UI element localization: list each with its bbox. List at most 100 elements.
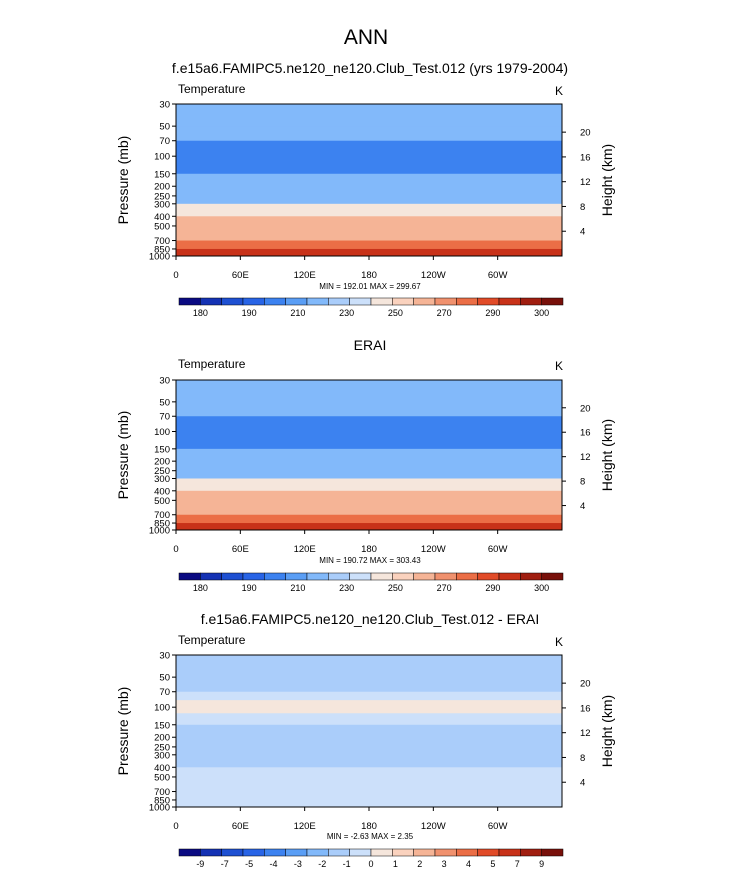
contour-band — [176, 470, 562, 479]
colorbar-label: 290 — [485, 583, 500, 593]
y-right-axis-title: Height (km) — [599, 695, 615, 767]
colorbar-swatch — [221, 572, 244, 581]
colorbar-swatch — [541, 572, 564, 581]
colorbar-swatch — [370, 572, 393, 581]
contour-band — [176, 140, 562, 175]
y-tick-label: 100 — [154, 703, 170, 714]
contour-band — [176, 514, 562, 524]
y-right-axis-title: Height (km) — [599, 144, 615, 216]
contour-band — [176, 173, 562, 187]
y-right-tick-label: 8 — [580, 477, 585, 488]
x-tick-label: 180 — [361, 544, 377, 555]
panel-title: f.e15a6.FAMIPC5.ne120_ne120.Club_Test.01… — [172, 60, 568, 76]
colorbar-swatch — [264, 572, 286, 581]
x-tick-label: 0 — [173, 270, 178, 281]
colorbar-swatch — [520, 848, 542, 857]
x-tick-label: 60W — [488, 270, 508, 281]
y-right-tick-label: 16 — [580, 428, 591, 439]
colorbar-swatch — [498, 848, 521, 857]
colorbar-label: 7 — [515, 859, 520, 869]
y-tick-label: 30 — [159, 376, 170, 387]
y-tick-label: 150 — [154, 444, 170, 455]
colorbar-swatch — [328, 848, 350, 857]
panel-difference: f.e15a6.FAMIPC5.ne120_ne120.Club_Test.01… — [115, 611, 615, 869]
contour-band — [176, 461, 562, 472]
colorbar-swatch — [178, 297, 201, 306]
colorbar-swatch — [200, 848, 222, 857]
x-tick-label: 120W — [421, 821, 446, 832]
x-tick-label: 0 — [173, 821, 178, 832]
contour-band — [176, 700, 562, 714]
colorbar-swatch — [498, 297, 521, 306]
field-label: Temperature — [178, 357, 246, 371]
y-tick-label: 30 — [159, 651, 170, 662]
colorbar: 180 190 210 230 250 270 290 300 — [178, 297, 564, 318]
y-tick-label: 50 — [159, 673, 170, 684]
colorbar-swatch — [200, 297, 222, 306]
x-tick-label: 120W — [421, 270, 446, 281]
y-right-tick-label: 20 — [580, 679, 591, 690]
y-right-tick-label: 4 — [580, 227, 585, 238]
x-tick-label: 120W — [421, 544, 446, 555]
colorbar: -9 -7 -5 -4 -3 -2 -1 0 1 2 3 4 5 7 9 — [178, 848, 564, 869]
colorbar-swatch — [285, 572, 308, 581]
colorbar-swatch — [306, 297, 329, 306]
y-tick-label: 300 — [154, 199, 170, 210]
panel-erai: ERAI Temperature K 305070100150200250300… — [115, 337, 615, 593]
colorbar-label: -1 — [343, 859, 351, 869]
y-tick-label: 70 — [159, 687, 170, 698]
colorbar-swatch — [285, 297, 308, 306]
contour-band — [176, 691, 562, 701]
colorbar-label: -9 — [196, 859, 204, 869]
colorbar-swatch — [392, 572, 414, 581]
y-tick-label: 30 — [159, 100, 170, 111]
y-tick-label: 850 — [154, 244, 170, 255]
contour-band — [176, 478, 562, 492]
field-label: Temperature — [178, 633, 246, 647]
colorbar-swatch — [200, 572, 222, 581]
contour-band — [176, 724, 562, 768]
colorbar-swatch — [306, 848, 329, 857]
colorbar-swatch — [264, 848, 286, 857]
colorbar-label: 210 — [290, 583, 305, 593]
y-right-tick-label: 16 — [580, 152, 591, 163]
y-right-tick-label: 12 — [580, 728, 591, 739]
x-tick-label: 60W — [488, 544, 508, 555]
colorbar-swatch — [434, 848, 457, 857]
colorbar-swatch — [456, 572, 478, 581]
min-max-stats: MIN = -2.63 MAX = 2.35 — [327, 832, 414, 841]
x-tick-label: 60E — [232, 544, 249, 555]
y-right-tick-label: 8 — [580, 202, 585, 213]
colorbar-swatch — [370, 848, 393, 857]
colorbar-swatch — [434, 297, 457, 306]
y-axis-title: Pressure (mb) — [115, 687, 131, 776]
contour-band — [176, 126, 562, 142]
colorbar-label: -5 — [245, 859, 253, 869]
contour-band — [176, 186, 562, 197]
colorbar-swatch — [370, 297, 393, 306]
colorbar-swatch — [456, 848, 478, 857]
colorbar-swatch — [221, 297, 244, 306]
x-tick-label: 180 — [361, 270, 377, 281]
x-tick-label: 60W — [488, 821, 508, 832]
contour-band — [176, 225, 562, 242]
contour-band — [176, 104, 562, 127]
y-tick-label: 1000 — [149, 803, 170, 814]
colorbar-label: 180 — [193, 308, 208, 318]
y-tick-label: 50 — [159, 397, 170, 408]
y-right-tick-label: 12 — [580, 452, 591, 463]
y-tick-label: 150 — [154, 169, 170, 180]
colorbar-swatch — [349, 848, 372, 857]
y-axis-title: Pressure (mb) — [115, 411, 131, 500]
colorbar-label: 250 — [388, 308, 403, 318]
colorbar-swatch — [285, 848, 308, 857]
contour-band — [176, 216, 562, 227]
colorbar-swatch — [413, 572, 436, 581]
x-tick-label: 120E — [294, 544, 316, 555]
y-tick-label: 50 — [159, 122, 170, 133]
colorbar-swatch — [178, 848, 201, 857]
contour-band — [176, 655, 562, 693]
y-right-tick-label: 12 — [580, 177, 591, 188]
y-tick-label: 200 — [154, 733, 170, 744]
